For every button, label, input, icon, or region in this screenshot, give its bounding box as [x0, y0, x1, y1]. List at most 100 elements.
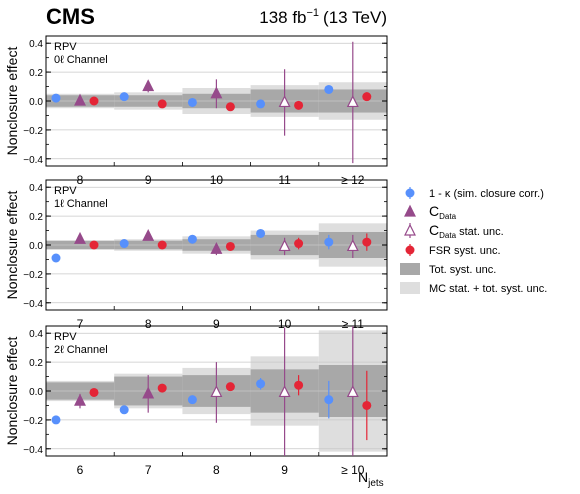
luminosity-label: 138 fb−1 (13 TeV)	[259, 7, 387, 27]
y-tick-label: 0.0	[29, 97, 43, 108]
kappa-marker	[51, 253, 61, 263]
legend-label: CData stat. unc.	[429, 222, 504, 240]
fsr-marker	[294, 380, 304, 390]
cdata-open-triangle-marker	[278, 239, 291, 252]
y-tick-label: 0.0	[29, 387, 43, 398]
cdata-open-triangle-marker	[346, 239, 359, 252]
kappa-marker	[256, 99, 266, 109]
channel-annotation: RPV	[54, 185, 77, 197]
legend-item-mc: MC stat. + tot. syst. unc.	[400, 282, 547, 295]
cdata-triangle-marker	[210, 86, 223, 99]
y-tick-label: −0.2	[23, 416, 43, 427]
fsr-marker	[225, 102, 235, 112]
legend-item-tot: Tot. syst. unc.	[400, 263, 496, 276]
legend-label-main: C	[429, 203, 439, 219]
x-axis-label: Njets	[358, 469, 384, 489]
experiment-label: CMS	[46, 4, 95, 29]
fsr-marker	[157, 383, 167, 393]
y-tick-label: 0.4	[29, 39, 43, 50]
x-tick-label: 10	[278, 317, 292, 331]
fsr-marker	[89, 240, 99, 250]
kappa-marker	[256, 228, 266, 238]
x-tick-label: 9	[213, 317, 220, 331]
fsr-marker	[362, 400, 372, 410]
x-tick-label: ≥ 10	[341, 463, 365, 477]
cdata-triangle-marker	[74, 393, 86, 406]
legend-label-sub: Data	[439, 212, 456, 221]
legend-item-cdata: CData	[404, 203, 457, 221]
y-tick-label: 0.4	[29, 329, 43, 340]
fsr-marker	[225, 382, 235, 392]
kappa-marker	[187, 234, 197, 244]
cdata-open-triangle-marker	[210, 385, 223, 398]
cdata-triangle-marker	[210, 241, 223, 254]
x-axis-label-sub: jets	[367, 478, 384, 489]
channel-annotation: 0ℓ Channel	[54, 54, 108, 66]
y-tick-label: −0.4	[23, 445, 43, 456]
x-tick-label: 6	[77, 463, 84, 477]
kappa-marker	[324, 84, 334, 94]
channel-annotation: RPV	[54, 41, 77, 53]
cdata-triangle-marker	[142, 386, 155, 399]
y-axis-label: Nonclosure effect	[4, 337, 20, 446]
legend-label: MC stat. + tot. syst. unc.	[429, 283, 547, 295]
x-tick-label: ≥ 11	[342, 317, 365, 331]
y-tick-label: 0.2	[29, 212, 43, 223]
kappa-marker	[324, 395, 334, 405]
legend-label-main: C	[429, 222, 439, 238]
channel-annotation: RPV	[54, 331, 77, 343]
fsr-marker	[362, 237, 372, 247]
legend-item-cdata_stat: CData stat. unc.	[404, 222, 504, 240]
y-tick-label: 0.2	[29, 358, 43, 369]
legend-label: FSR syst. unc.	[429, 245, 501, 257]
legend-circle-marker	[405, 245, 415, 255]
cdata-open-triangle-marker	[278, 95, 291, 108]
luminosity-exponent: −1	[307, 7, 320, 19]
kappa-marker	[324, 237, 334, 247]
legend-label-sub: Data	[439, 231, 456, 240]
fsr-marker	[89, 96, 99, 106]
kappa-marker	[51, 415, 61, 425]
y-axis-label: Nonclosure effect	[4, 191, 20, 300]
cdata-triangle-marker	[142, 228, 155, 241]
kappa-marker	[119, 92, 129, 102]
fsr-marker	[89, 387, 99, 397]
kappa-marker	[187, 97, 197, 107]
y-tick-label: 0.0	[29, 241, 43, 252]
cdata-triangle-marker	[142, 79, 155, 92]
cdata-open-triangle-marker	[346, 385, 359, 398]
legend-circle-marker	[405, 188, 415, 198]
fsr-marker	[362, 92, 372, 102]
legend-item-kappa: 1 - κ (sim. closure corr.)	[405, 187, 544, 200]
x-tick-label: 9	[281, 463, 288, 477]
kappa-marker	[119, 405, 129, 415]
x-tick-label: 8	[213, 463, 220, 477]
x-axis-label-main: N	[358, 469, 368, 485]
kappa-marker	[51, 93, 61, 103]
y-tick-label: −0.2	[23, 270, 43, 281]
cdata-open-triangle-marker	[346, 95, 359, 108]
y-tick-label: −0.2	[23, 126, 43, 137]
kappa-marker	[187, 395, 197, 405]
fsr-marker	[157, 240, 167, 250]
y-axis-label: Nonclosure effect	[4, 47, 20, 156]
legend-label: Tot. syst. unc.	[429, 264, 496, 276]
fsr-marker	[294, 239, 304, 249]
x-tick-label: 7	[145, 463, 152, 477]
legend-label: CData	[429, 203, 457, 221]
channel-annotation: 1ℓ Channel	[54, 198, 108, 210]
legend-label-after: stat. unc.	[456, 226, 504, 238]
cdata-triangle-marker	[74, 93, 86, 106]
channel-annotation: 2ℓ Channel	[54, 344, 108, 356]
legend-triangle-marker	[404, 223, 416, 236]
y-tick-label: −0.4	[23, 299, 43, 310]
y-tick-label: 0.2	[29, 68, 43, 79]
energy-label: (13 TeV)	[323, 8, 387, 27]
x-tick-label: 7	[77, 317, 84, 331]
legend-box-marker	[400, 282, 420, 294]
